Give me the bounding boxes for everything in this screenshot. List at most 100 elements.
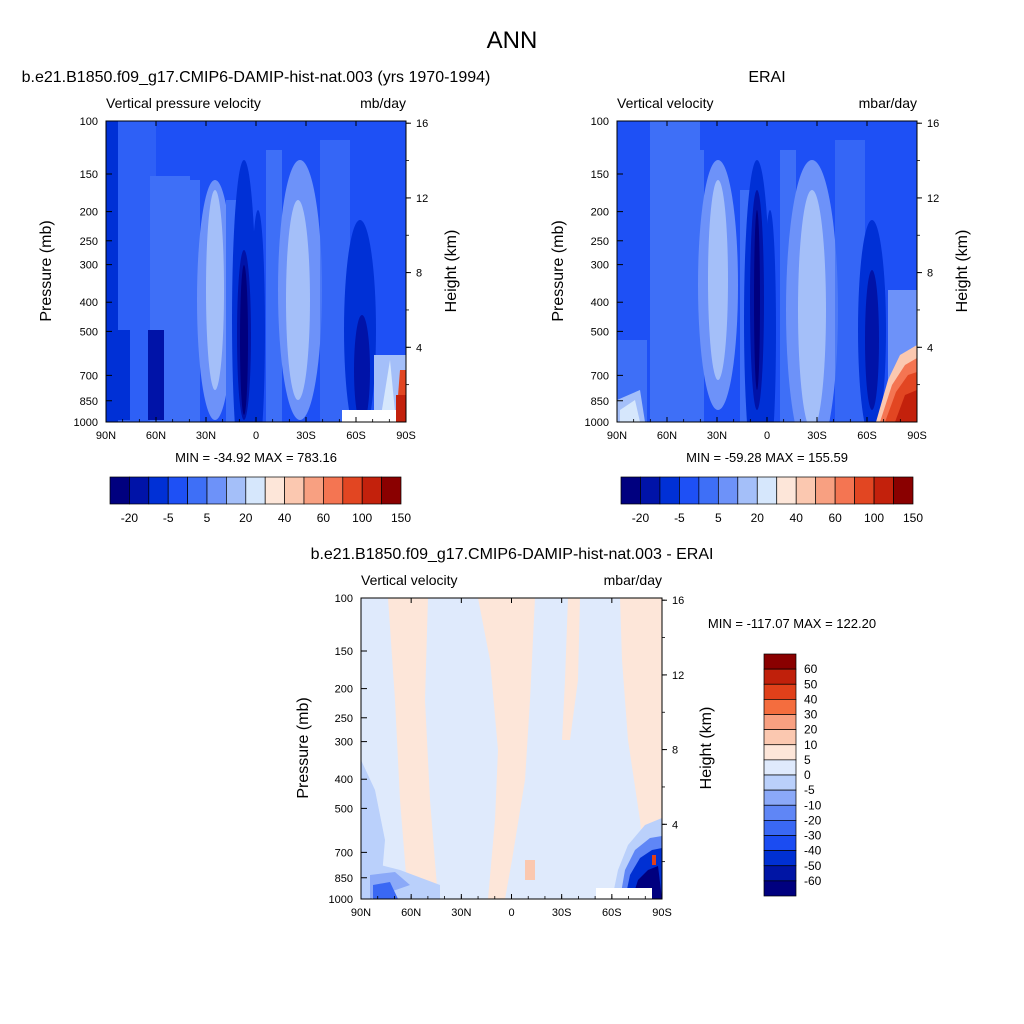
- y-right-tick-label: 16: [672, 595, 684, 607]
- colorbar-swatch: [659, 476, 680, 505]
- colorbar-label: 150: [903, 511, 923, 525]
- x-tick-label: 90N: [351, 907, 371, 919]
- colorbar-swatch: [763, 729, 797, 746]
- colorbar-swatch: [284, 476, 305, 505]
- colorbar-label: -50: [804, 859, 822, 873]
- colorbar-label: -40: [804, 844, 822, 858]
- y-tick-label: 850: [335, 873, 353, 885]
- x-tick-label: 60S: [602, 907, 622, 919]
- y-tick-label: 300: [591, 260, 609, 272]
- panel-test-subtitle-right: mb/day: [360, 95, 406, 111]
- colorbar-label: 60: [804, 662, 818, 676]
- colorbar-swatch: [245, 476, 266, 505]
- colorbar-swatch: [763, 668, 797, 685]
- colorbar-label: 20: [239, 511, 253, 525]
- panel-test-field: [106, 121, 406, 422]
- x-tick-label: 60N: [657, 430, 677, 442]
- colorbar-label: -5: [674, 511, 685, 525]
- colorbar-swatch: [815, 476, 836, 505]
- y-tick-label: 250: [80, 236, 98, 248]
- x-tick-label: 90S: [652, 907, 672, 919]
- y-tick-label: 250: [591, 236, 609, 248]
- y-right-tick-label: 4: [927, 342, 933, 354]
- y-tick-label: 400: [80, 297, 98, 309]
- y-right-tick-label: 16: [416, 118, 428, 130]
- y-tick-label: 150: [80, 169, 98, 181]
- x-tick-label: 90N: [96, 430, 116, 442]
- y-right-tick-label: 12: [416, 193, 428, 205]
- colorbar-label: -60: [804, 874, 822, 888]
- y-tick-label: 1000: [74, 417, 98, 429]
- panel-diff-ylabel: Pressure (mb): [295, 697, 312, 798]
- colorbar-swatch: [763, 835, 797, 851]
- colorbar-swatch: [763, 880, 797, 897]
- panel-test: b.e21.B1850.f09_g17.CMIP6-DAMIP-hist-nat…: [22, 69, 491, 525]
- colorbar-swatch: [679, 476, 700, 505]
- colorbar-label: -30: [804, 829, 822, 843]
- y-tick-label: 300: [80, 260, 98, 272]
- colorbar-swatch: [763, 850, 797, 867]
- x-tick-label: 90N: [607, 430, 627, 442]
- panel-diff-subtitle-right: mbar/day: [604, 572, 662, 588]
- x-tick-label: 90S: [396, 430, 416, 442]
- colorbar-swatch: [698, 476, 719, 505]
- colorbar-label: -20: [121, 511, 139, 525]
- panel-diff-field: [361, 598, 662, 899]
- panel-ref-ticks: 90N 60N 30N 0 30S 60S 90S 100 150 200 250 300 400 500…: [585, 116, 940, 442]
- y-tick-label: 200: [80, 207, 98, 219]
- colorbar-swatch: [854, 476, 875, 505]
- x-tick-label: 30S: [552, 907, 572, 919]
- y-tick-label: 500: [80, 326, 98, 338]
- colorbar-swatch: [763, 789, 797, 806]
- colorbar-swatch: [226, 476, 247, 505]
- colorbar-swatch: [640, 476, 661, 505]
- y-tick-label: 150: [335, 646, 353, 658]
- colorbar-label: 150: [391, 511, 411, 525]
- panel-test-title: b.e21.B1850.f09_g17.CMIP6-DAMIP-hist-nat…: [22, 69, 491, 86]
- panel-ref-subtitle-left: Vertical velocity: [617, 95, 713, 111]
- x-tick-label: 0: [253, 430, 259, 442]
- colorbar-label: 100: [352, 511, 372, 525]
- panel-diff-subtitle-left: Vertical velocity: [361, 572, 457, 588]
- y-tick-label: 200: [335, 684, 353, 696]
- y-tick-label: 850: [591, 396, 609, 408]
- panel-ref-title: ERAI: [748, 69, 785, 86]
- colorbar-swatch: [323, 476, 344, 505]
- panel-diff-ylabel-right: Height (km): [698, 707, 715, 790]
- x-tick-label: 30N: [196, 430, 216, 442]
- colorbar-swatch: [187, 476, 208, 505]
- y-tick-label: 400: [335, 774, 353, 786]
- colorbar-label: 60: [317, 511, 331, 525]
- y-tick-label: 700: [80, 370, 98, 382]
- colorbar-label: 10: [804, 738, 818, 752]
- colorbar-label: 60: [828, 511, 842, 525]
- colorbar-label: -5: [163, 511, 174, 525]
- colorbar-swatch: [381, 476, 402, 505]
- colorbar-swatch: [763, 759, 797, 776]
- colorbar-label: 30: [804, 708, 818, 722]
- colorbar-label: -20: [632, 511, 650, 525]
- y-tick-label: 1000: [329, 894, 353, 906]
- y-right-tick-label: 4: [672, 819, 678, 831]
- colorbar-swatch: [717, 476, 739, 505]
- colorbar-swatch: [763, 683, 797, 700]
- x-tick-label: 30N: [451, 907, 471, 919]
- panel-ref-subtitle-right: mbar/day: [859, 95, 917, 111]
- colorbar-swatch: [206, 476, 227, 505]
- colorbar-swatch: [303, 476, 324, 505]
- colorbar-label: 0: [804, 768, 811, 782]
- colorbar-label: 20: [804, 723, 818, 737]
- y-tick-label: 400: [591, 297, 609, 309]
- colorbar-swatch: [148, 476, 169, 505]
- y-tick-label: 100: [80, 116, 98, 128]
- y-right-tick-label: 4: [416, 342, 422, 354]
- colorbar-swatch: [756, 476, 778, 505]
- y-right-tick-label: 16: [927, 118, 939, 130]
- y-tick-label: 700: [335, 847, 353, 859]
- y-tick-label: 500: [335, 803, 353, 815]
- y-tick-label: 100: [591, 116, 609, 128]
- y-tick-label: 200: [591, 207, 609, 219]
- colorbar-swatch: [737, 476, 758, 505]
- colorbar-label: 40: [790, 511, 804, 525]
- panel-ref: ERAI Vertical velocity mbar/day: [550, 69, 971, 525]
